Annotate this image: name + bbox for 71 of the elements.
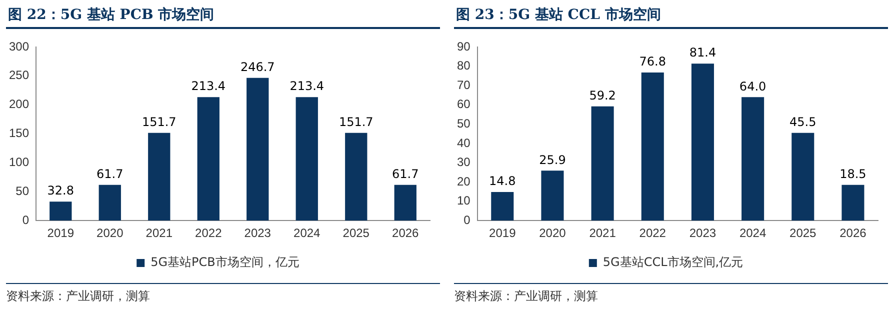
y-tick-label: 0: [22, 212, 30, 227]
y-tick-label: 50: [16, 184, 30, 198]
bar: [246, 78, 269, 221]
y-tick-label: 300: [8, 39, 30, 54]
text: 25.9: [539, 152, 566, 167]
text: 81.4: [689, 46, 716, 60]
data-label: 32.8: [47, 184, 74, 198]
y-tick-label: 30: [456, 155, 471, 170]
x-tick-label: 2026: [840, 226, 867, 240]
text: 18.5: [840, 167, 866, 182]
bar: [591, 106, 614, 221]
bar: [792, 132, 814, 221]
x-tick-label: 2022: [195, 226, 222, 240]
chart-title: 图 22：5G 基站 PCB 市场空间: [6, 4, 440, 29]
text: 59.2: [589, 88, 616, 103]
x-tick-label: 2024: [739, 226, 766, 240]
data-label: 61.7: [392, 167, 419, 182]
data-label: 246.7: [240, 60, 275, 74]
y-tick-label: 150: [8, 126, 30, 140]
text: 资料来源：产业调研，测算: [6, 283, 440, 305]
y-tick-label: 90: [456, 39, 471, 54]
text: 14.8: [489, 174, 516, 188]
y-tick-label: 0: [464, 212, 471, 227]
x-tick-label: 2020: [96, 226, 124, 240]
bar: [98, 184, 121, 221]
data-label: 213.4: [290, 79, 324, 94]
bar: [50, 202, 72, 221]
x-tick-label: 2021: [146, 226, 173, 240]
bar: [345, 132, 368, 221]
x-tick-label: 2022: [639, 226, 666, 240]
bar: [394, 184, 416, 221]
data-label: 151.7: [142, 114, 176, 129]
x-tick-label: 2023: [244, 226, 272, 240]
x-tick-label: 2024: [294, 226, 321, 240]
data-label: 213.4: [191, 79, 226, 94]
y-tick-label: 200: [8, 97, 30, 112]
x-tick-label: 2026: [392, 226, 420, 240]
chart-title: 图 23：5G 基站 CCL 市场空间: [454, 4, 888, 29]
y-tick-label: 60: [456, 97, 471, 112]
y-tick-label: 250: [8, 68, 30, 82]
x-tick-label: 2025: [790, 226, 817, 240]
x-tick-label: 2019: [489, 226, 516, 240]
x-tick-label: 2023: [689, 226, 716, 240]
y-tick-label: 70: [456, 78, 471, 92]
text: 64.0: [739, 79, 766, 94]
y-tick-label: 10: [456, 194, 471, 208]
bar: [742, 97, 764, 221]
text: 资料来源：产业调研，测算: [454, 283, 888, 305]
x-tick-label: 2021: [589, 226, 616, 240]
x-tick-label: 2020: [539, 226, 566, 240]
legend-label: 5G基站PCB市场空间，亿元: [150, 255, 300, 270]
x-tick-label: 2019: [47, 226, 74, 240]
bar: [148, 132, 170, 221]
bar: [541, 170, 564, 221]
y-tick-label: 40: [456, 136, 471, 150]
legend-label: 5G基站CCL市场空间,亿元: [602, 255, 744, 270]
bar: [197, 97, 220, 221]
y-tick-label: 20: [456, 174, 471, 188]
bar: [296, 97, 318, 221]
data-label: 151.7: [338, 114, 374, 129]
bar: [842, 184, 864, 221]
y-tick-label: 50: [456, 116, 471, 130]
y-tick-label: 80: [456, 58, 471, 73]
bar: [491, 192, 514, 221]
bar: [691, 64, 714, 221]
bar: [641, 72, 664, 221]
x-tick-label: 2025: [342, 226, 370, 240]
text: 45.5: [790, 114, 816, 129]
y-tick-label: 100: [8, 155, 30, 170]
text: 76.8: [639, 54, 666, 69]
data-label: 61.7: [96, 167, 124, 182]
